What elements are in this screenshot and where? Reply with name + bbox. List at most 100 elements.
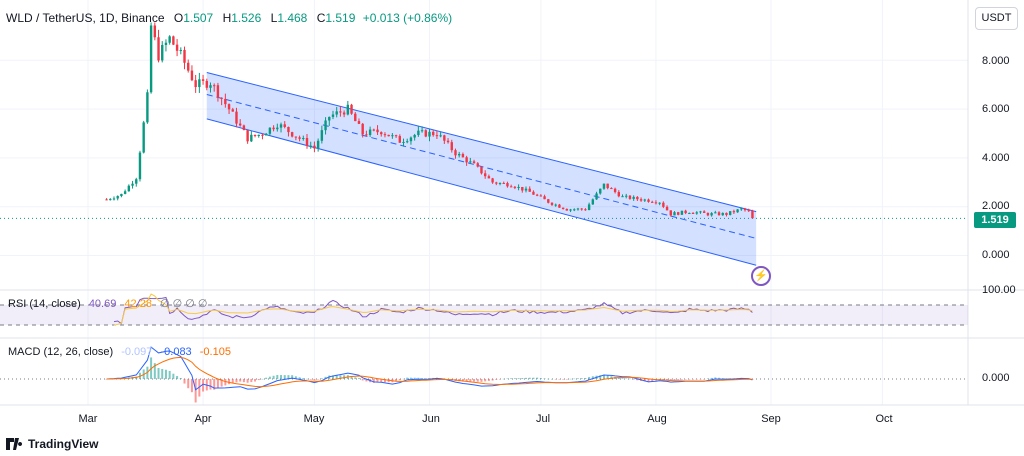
macd-histogram-bar [513, 378, 516, 379]
x-tick-label: Jul [535, 413, 551, 425]
candle-body [528, 188, 531, 192]
macd-histogram-bar [669, 379, 672, 381]
candle-body [665, 206, 669, 211]
candle-body [524, 188, 528, 191]
y-tick-label: 6.000 [982, 103, 1010, 115]
rsi-header[interactable]: RSI (14, close) 40.69 42.28 ∅ ∅ ∅ ∅ [8, 297, 213, 310]
macd-histogram-bar [591, 376, 594, 379]
macd-histogram-bar [406, 377, 409, 379]
channel-middle-line [206, 93, 757, 239]
macd-histogram-bar [543, 378, 546, 379]
macd-histogram-bar [257, 379, 260, 381]
logo-text: TradingView [28, 437, 99, 451]
candle-body [480, 166, 483, 174]
macd-histogram-bar [213, 379, 216, 390]
candle-body [331, 114, 335, 117]
macd-histogram-bar [357, 378, 360, 379]
candle-body [164, 42, 168, 45]
candle-body [216, 85, 220, 98]
symbol-title[interactable]: WLD / TetherUS, 1D, Binance [6, 11, 165, 25]
macd-histogram-bar [231, 379, 234, 384]
candle-body [276, 127, 279, 130]
macd-histogram-bar [365, 379, 368, 382]
candle-body [257, 134, 260, 136]
candle-body [116, 196, 119, 199]
macd-histogram-bar [751, 379, 754, 380]
macd-histogram-bar [632, 379, 635, 380]
macd-histogram-bar [246, 379, 249, 383]
macd-histogram-bar [706, 378, 709, 380]
macd-signal-value: -0.083 [160, 346, 192, 358]
macd-histogram-bar [558, 379, 561, 380]
candle-body [684, 210, 687, 214]
candle-body [309, 145, 312, 147]
candle-body [253, 134, 257, 136]
open-value: 1.507 [183, 11, 214, 25]
macd-histogram-bar [157, 368, 160, 379]
candle-body [328, 116, 331, 121]
macd-histogram-bar [510, 378, 513, 379]
macd-histogram-bar [721, 378, 724, 379]
rsi-ma-line [113, 293, 753, 326]
macd-histogram-bar [569, 378, 572, 380]
x-tick-label: Jun [422, 413, 440, 425]
macd-histogram-bar [168, 370, 171, 379]
macd-histogram-bar [313, 379, 316, 381]
candle-body [695, 212, 698, 214]
candle-body [714, 212, 717, 214]
macd-histogram-bar [636, 379, 639, 381]
candle-body [361, 123, 364, 135]
rsi-title: RSI (14, close) [8, 298, 81, 310]
candle-body [621, 196, 624, 198]
tradingview-logo[interactable]: TradingView [6, 437, 98, 451]
candle-body [654, 202, 658, 204]
candle-body [346, 104, 350, 115]
candle-body [302, 138, 305, 140]
macd-histogram-bar [651, 379, 654, 382]
macd-histogram-bar [202, 379, 205, 392]
y-tick-label: 8.000 [982, 55, 1010, 67]
candle-body [153, 25, 157, 38]
candle-body [509, 186, 513, 188]
x-tick-label: Aug [647, 413, 667, 425]
candle-body [112, 198, 116, 200]
candle-body [179, 49, 182, 51]
macd-pane [0, 346, 968, 403]
candle-body [643, 199, 646, 201]
candle-body [168, 36, 171, 43]
macd-histogram-bar [272, 375, 275, 379]
candle-body [227, 104, 231, 110]
symbol-header: WLD / TetherUS, 1D, Binance O1.507 H1.52… [6, 11, 452, 25]
candle-body [587, 204, 591, 211]
macd-histogram-bar [465, 379, 468, 382]
candle-body [725, 212, 728, 215]
macd-histogram-bar [461, 379, 464, 382]
macd-histogram-bar [710, 377, 713, 379]
candle-body [717, 212, 721, 216]
macd-histogram-bar [528, 377, 531, 379]
macd-histogram-bar [487, 379, 490, 381]
candle-body [647, 199, 650, 202]
x-tick-label: May [303, 413, 325, 425]
candle-body [680, 210, 684, 215]
candle-body [305, 138, 309, 146]
candle-body [394, 135, 398, 137]
candle-body [424, 130, 427, 137]
tradingview-icon [6, 438, 23, 450]
macd-histogram-bar [198, 379, 201, 397]
lightning-icon[interactable]: ⚡ [751, 266, 771, 286]
x-tick-label: Mar [78, 413, 98, 425]
candle-body [539, 195, 543, 197]
macd-histogram-bar [666, 379, 669, 381]
close-key: C [316, 11, 326, 25]
candle-body [261, 134, 264, 136]
candle-body [131, 183, 134, 186]
candle-body [149, 25, 153, 93]
macd-header[interactable]: MACD (12, 26, close) -0.097 -0.083 -0.10… [8, 346, 236, 358]
candle-body [213, 85, 216, 87]
currency-button[interactable]: USDT [975, 7, 1018, 30]
macd-histogram-bar [354, 377, 357, 379]
candle-body [550, 202, 554, 205]
candle-body [354, 113, 357, 122]
